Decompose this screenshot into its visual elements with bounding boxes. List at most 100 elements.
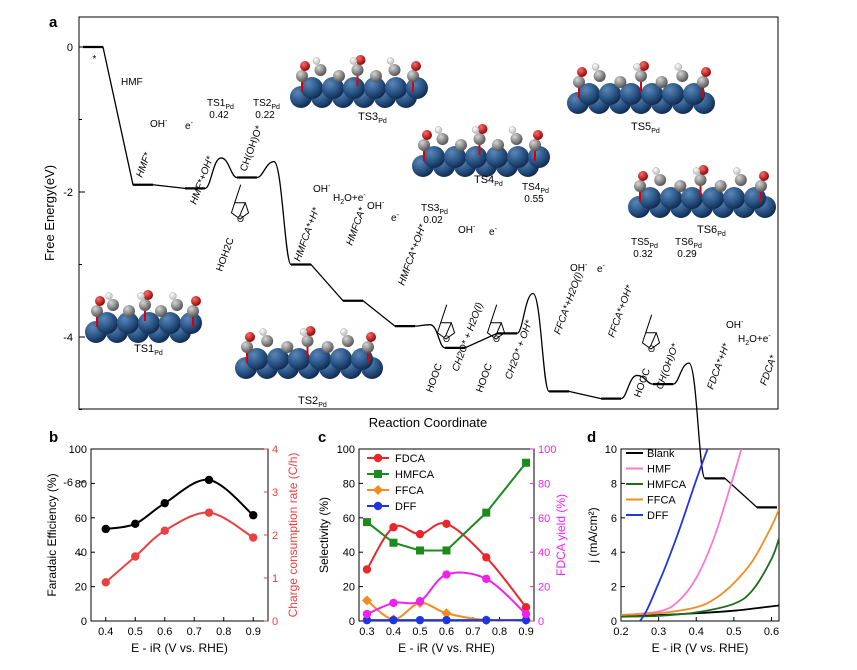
pd-atom [267,348,289,370]
intermediate-label: CH2O* + H2O(l) [450,301,485,373]
xtick-label: 0.9 [246,626,261,638]
ts-barrier: 0.29 [677,249,697,260]
data-point [160,526,169,535]
legend-label: HMF [647,464,671,476]
ts-name: TS4Pd [522,182,549,195]
pd-atom [465,146,487,168]
carbon-atom [714,180,727,192]
step-label: e- [489,226,498,238]
step-label: H2O+e- [738,333,771,347]
carbon-atom [407,70,419,82]
intermediate-label: FDCA* [758,353,779,387]
pd-atom [96,312,118,334]
data-point [362,615,372,625]
pd-atom [288,348,310,370]
a-ytick-label: 0 [67,42,73,54]
oxygen-atom [355,55,366,65]
pd-atom [660,187,682,209]
oxygen-atom [639,61,649,71]
intermediate-label: FFCA*+OH* [606,283,635,339]
legend-marker [373,485,383,495]
panel-c: 0.3 0.4 0.5 0.6 0.7 0.8 0.9 0 20 40 60 80 100 0 20 40 60… [317,444,568,655]
ts-barrier: 0.32 [633,249,653,260]
series-line [621,449,743,616]
carbon-atom [697,76,709,88]
ytick-right-label: 20 [538,582,550,594]
panel-label-c: c [318,429,326,446]
xtick-label: 0.5 [128,626,143,638]
panel-b-ylabel: Faradaic Efficiency (%) [45,473,59,596]
xtick-label: 0.6 [439,626,454,638]
bond [645,314,653,333]
intermediate-label: FFCA*+H2O(l) [552,271,585,336]
pd-atom [723,187,745,209]
bond [234,184,242,203]
carbon-atom [634,180,646,192]
data-point [204,475,214,485]
ts-name: TS3Pd [421,203,448,216]
pd-atom [681,187,703,209]
carbon-atom [418,139,430,151]
carbon-atom [655,76,668,88]
legend-label: DFF [395,501,417,513]
ytick-label: 0 [81,616,87,628]
hydrogen-atom [259,328,267,336]
ytick-label: 0 [349,616,355,628]
ytick-right-label: 60 [538,513,550,525]
data-point [101,524,110,534]
structure-label: TS1Pd [134,343,163,357]
pd-atom [138,312,160,334]
data-point [389,598,398,608]
intermediate-label: FDCA*+H* [705,341,732,391]
data-point [131,552,140,561]
intermediate-label: HMFCA*+OH* [396,222,429,287]
pd-atom [702,187,724,209]
panel-a-structures: TS1Pd TS2Pd TS3Pd TS4Pd TS5Pd TS6Pd [85,55,776,409]
ytick-label: 80 [343,478,355,490]
hydrogen-atom [733,167,741,175]
molecule-label: HOOC [424,362,445,394]
pd-atom [639,187,661,209]
legend-marker [373,501,383,511]
carbon-atom [573,76,585,88]
series-line [621,604,779,617]
data-point [389,615,398,625]
panel-a-xlabel: Reaction Coordinate [369,415,488,430]
legend-label: Blank [647,448,675,460]
furan-ring [641,332,661,350]
oxygen-atom [533,130,543,140]
carbon-atom [614,76,627,88]
carbon-atom [321,341,334,353]
ytick-label: 10 [605,444,617,456]
a-ytick-label: -4 [63,332,73,344]
step-label: HMF [121,77,143,88]
hydrogen-atom [169,292,177,300]
carbon-atom [492,139,504,151]
ytick-label: 4 [611,547,617,559]
structure-ts3 [290,55,428,108]
ytick-right-label: 100 [538,444,556,456]
oxygen-atom [759,171,769,181]
series-line [621,508,779,616]
carbon-atom [694,174,707,186]
pd-atom [117,312,139,334]
oxygen-atom [638,171,648,181]
legend-label: FFCA [395,485,424,497]
data-point [249,533,258,542]
ts-labels: TS1Pd0.42TS2Pd0.22TS3Pd0.02TS4Pd0.55TS5P… [207,98,702,260]
bond [444,322,452,337]
pd-atom [641,83,663,105]
carbon-atom [455,139,467,151]
carbon-atom [674,180,687,192]
hydrogen-atom [674,63,683,71]
panel-label-a: a [49,14,58,31]
ytick-right-label: 4 [272,444,278,456]
panel-b-xlabel: E - iR (V vs. RHE) [131,641,228,655]
panel-b-ylabel-right: Charge consumption rate (C/h) [286,453,300,618]
panel-c-ylabel: Selectivity (%) [317,497,331,573]
oxygen-atom [300,61,310,71]
carbon-atom [333,70,345,82]
pd-atom [444,146,466,168]
pd-atom [528,146,550,168]
xtick-label: 0.8 [492,626,507,638]
